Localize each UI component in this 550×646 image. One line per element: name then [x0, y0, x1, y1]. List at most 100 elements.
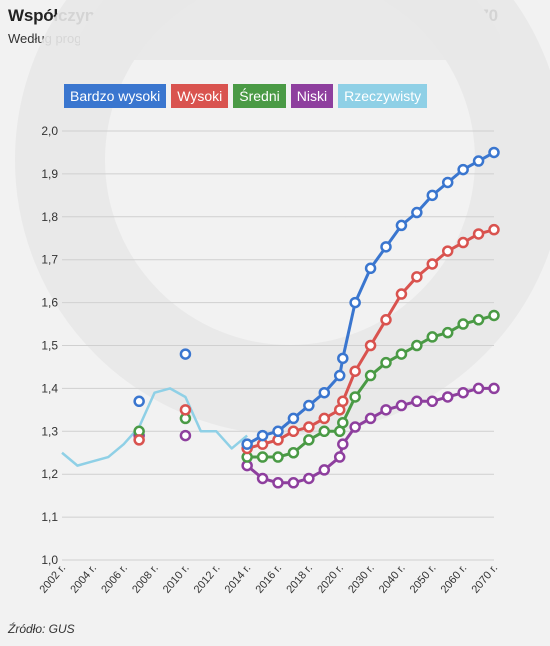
data-point-sredni — [380, 356, 392, 369]
data-point-sredni — [411, 339, 423, 352]
x-tick-label: 2014 r. — [223, 562, 254, 595]
data-point-bardzo-wysoki — [364, 262, 377, 275]
data-point-wysoki — [364, 339, 377, 352]
data-point-sredni — [488, 309, 500, 322]
data-point-sredni — [272, 451, 284, 463]
series-line-rzeczywisty — [61, 387, 248, 467]
data-point-bardzo-wysoki — [133, 395, 145, 408]
data-point-niski — [318, 464, 331, 476]
data-point-bardzo-wysoki — [333, 369, 346, 382]
series-group — [61, 146, 500, 489]
y-tick-label: 1,4 — [41, 381, 58, 395]
y-tick-label: 1,7 — [41, 253, 58, 267]
data-point-bardzo-wysoki — [337, 352, 349, 365]
data-point-wysoki — [133, 434, 145, 446]
data-point-sredni — [349, 391, 361, 403]
data-point-bardzo-wysoki — [179, 348, 192, 360]
data-point-wysoki — [441, 245, 454, 257]
legend-sredni[interactable]: Średni — [233, 84, 286, 108]
data-point-bardzo-wysoki — [287, 412, 300, 425]
data-point-bardzo-wysoki — [318, 386, 331, 399]
data-point-bardzo-wysoki — [426, 189, 439, 202]
series-niski — [133, 382, 500, 489]
data-point-sredni — [287, 447, 300, 459]
data-point-wysoki — [337, 395, 349, 408]
y-tick-label: 1,1 — [41, 510, 58, 524]
data-point-wysoki — [395, 288, 408, 300]
y-tick-label: 1,9 — [41, 167, 58, 181]
data-point-sredni — [395, 348, 408, 360]
data-point-niski — [488, 382, 500, 395]
data-point-bardzo-wysoki — [256, 429, 269, 442]
watermark — [15, 0, 550, 435]
x-tick-label: 2004 r. — [68, 562, 99, 595]
series-rzeczywisty — [61, 387, 248, 467]
y-tick-label: 2,0 — [41, 124, 58, 138]
legend-niski[interactable]: Niski — [290, 84, 334, 108]
legend-bardzo-wysoki[interactable]: Bardzo wysoki — [64, 84, 167, 108]
y-tick-label: 1,6 — [41, 296, 58, 310]
x-tick-label: 2012 r. — [192, 562, 223, 595]
data-point-bardzo-wysoki — [395, 219, 408, 232]
y-tick-label: 1,5 — [41, 339, 58, 353]
y-tick-label: 1,8 — [41, 210, 58, 224]
data-point-bardzo-wysoki — [349, 296, 361, 309]
legend-wysoki[interactable]: Wysoki — [171, 84, 229, 108]
legend-rzeczywisty[interactable]: Rzeczywisty — [338, 84, 428, 108]
data-point-wysoki — [380, 314, 392, 326]
x-tick-label: 2050 r. — [408, 562, 439, 595]
x-tick-label: 2070 r. — [469, 562, 500, 595]
data-point-niski — [349, 421, 361, 433]
data-point-niski — [457, 386, 469, 399]
data-point-wysoki — [287, 425, 300, 438]
data-point-niski — [179, 429, 192, 442]
series-bardzo-wysoki — [133, 146, 500, 450]
x-tick-label: 2002 r. — [37, 562, 68, 595]
data-point-niski — [337, 438, 349, 450]
data-point-bardzo-wysoki — [380, 241, 392, 253]
data-point-bardzo-wysoki — [303, 399, 315, 412]
x-tick-label: 2018 r. — [284, 562, 315, 595]
x-tick-label: 2006 r. — [99, 562, 130, 595]
x-tick-label: 2040 r. — [377, 562, 408, 595]
x-tick-label: 2016 r. — [253, 562, 284, 595]
data-point-wysoki — [179, 404, 192, 416]
data-point-bardzo-wysoki — [488, 146, 500, 159]
data-point-niski — [441, 391, 454, 403]
data-point-bardzo-wysoki — [472, 155, 485, 167]
data-point-niski — [272, 477, 284, 489]
data-point-sredni — [441, 326, 454, 339]
data-point-wysoki — [488, 223, 500, 236]
data-point-niski — [333, 451, 346, 463]
data-point-niski — [303, 472, 315, 485]
x-tick-label: 2008 r. — [130, 562, 161, 595]
data-point-bardzo-wysoki — [457, 163, 469, 176]
data-point-niski — [426, 395, 439, 408]
data-point-bardzo-wysoki — [272, 425, 284, 438]
data-point-wysoki — [411, 271, 423, 283]
data-point-bardzo-wysoki — [441, 176, 454, 189]
data-point-sredni — [472, 314, 485, 326]
data-point-sredni — [337, 416, 349, 429]
data-point-wysoki — [472, 228, 485, 240]
data-point-sredni — [303, 434, 315, 446]
data-point-wysoki — [457, 236, 469, 249]
data-point-wysoki — [426, 258, 439, 270]
x-tick-label: 2010 r. — [161, 562, 192, 595]
data-point-sredni — [256, 451, 269, 463]
x-tick-label: 2030 r. — [346, 562, 377, 595]
x-axis: 2002 r. 2004 r. 2006 r. 2008 r. 2010 r. 2012 … — [37, 562, 500, 595]
data-point-bardzo-wysoki — [411, 206, 423, 219]
data-point-sredni — [318, 425, 331, 438]
y-tick-label: 1,3 — [41, 424, 58, 438]
data-point-sredni — [426, 331, 439, 343]
data-point-niski — [256, 472, 269, 485]
data-point-niski — [411, 395, 423, 408]
data-point-niski — [380, 404, 392, 416]
data-point-niski — [472, 382, 485, 395]
source-note: Źródło: GUS — [8, 622, 75, 636]
y-tick-label: 1,2 — [41, 467, 58, 481]
data-point-niski — [364, 412, 377, 425]
x-tick-label: 2060 r. — [439, 562, 470, 595]
